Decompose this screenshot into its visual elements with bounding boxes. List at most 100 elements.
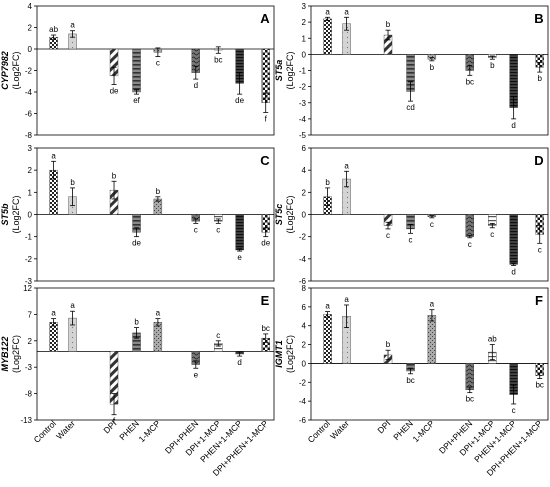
significance-letter: ab: [488, 335, 497, 344]
y-tick-label: 4: [302, 322, 307, 331]
x-category-label: DPI: [375, 418, 392, 435]
x-category-label: Water: [54, 418, 77, 441]
y-tick-label: -4: [299, 255, 307, 264]
y-tick-label: 0: [28, 45, 33, 54]
unit-label: (Log2FC): [11, 195, 21, 233]
y-tick-label: 2: [302, 341, 307, 350]
significance-letter: bc: [466, 395, 474, 404]
y-tick-label: 1: [302, 34, 307, 43]
significance-letter: c: [386, 231, 390, 240]
significance-letter: c: [216, 331, 220, 340]
significance-letter: d: [511, 121, 515, 130]
y-tick-label: 6: [302, 144, 307, 153]
significance-letter: de: [110, 86, 119, 95]
x-category-label: DPI: [101, 418, 118, 435]
y-tick-label: 8: [302, 284, 307, 293]
x-category-label: Control: [306, 418, 333, 445]
significance-letter: a: [51, 151, 56, 160]
panel-letter: F: [535, 293, 543, 308]
significance-letter: cd: [406, 103, 414, 112]
y-tick-label: -5: [299, 131, 307, 140]
bar-dpi-phen: [465, 363, 474, 391]
significance-letter: b: [386, 340, 391, 349]
y-tick-label: 7: [28, 310, 33, 319]
panel-letter: B: [534, 11, 543, 26]
y-tick-label: -6: [299, 416, 307, 425]
x-category-label: 1-MCP: [137, 418, 163, 444]
significance-letter: bc: [535, 381, 543, 390]
significance-letter: d: [194, 81, 198, 90]
y-tick-label: -13: [20, 416, 32, 425]
significance-letter: a: [70, 21, 75, 30]
significance-letter: ef: [133, 96, 140, 105]
significance-letter: c: [430, 220, 434, 229]
y-tick-label: -2: [25, 67, 33, 76]
significance-letter: a: [325, 302, 330, 311]
bar-control: [323, 18, 332, 55]
significance-letter: c: [216, 225, 220, 234]
bar-phen-1-mcp: [509, 214, 518, 265]
y-tick-label: 2: [302, 18, 307, 27]
significance-letter: d: [511, 267, 515, 276]
panel-letter: C: [260, 153, 270, 168]
significance-letter: a: [344, 7, 349, 16]
y-tick-label: 4: [28, 2, 33, 11]
panel-frame: [36, 287, 275, 421]
gene-name: MYB122: [0, 336, 10, 371]
x-category-label: 1-MCP: [411, 418, 437, 444]
y-tick-label: -2: [299, 83, 307, 92]
significance-letter: b: [537, 74, 542, 83]
unit-label: (Log2FC): [11, 51, 21, 89]
bar-dpi-phen: [465, 214, 474, 237]
y-tick-label: -2: [25, 255, 33, 264]
y-tick-label: 0: [302, 359, 307, 368]
y-tick-label: 2: [28, 337, 33, 346]
significance-letter: bc: [466, 77, 474, 86]
y-tick-label: -6: [299, 277, 307, 286]
significance-letter: a: [156, 309, 161, 318]
significance-letter: a: [51, 309, 56, 318]
significance-letter: a: [344, 295, 349, 304]
gene-name: IGMT1: [274, 340, 284, 368]
significance-letter: a: [430, 300, 435, 309]
y-tick-label: 0: [302, 211, 307, 220]
panel-e: -13 -8 -3 2 7 12 MYB122(Log2FC) Ea a f b a e c d bc: [0, 284, 275, 426]
significance-letter: b: [112, 171, 117, 180]
panel-frame: [310, 287, 549, 421]
y-tick-label: -8: [25, 131, 33, 140]
y-tick-label: -4: [299, 115, 307, 124]
significance-letter: b: [70, 178, 75, 187]
y-tick-label: 2: [28, 24, 33, 33]
y-tick-label: 6: [302, 303, 307, 312]
significance-letter: bc: [406, 376, 414, 385]
y-tick-label: -2: [299, 233, 307, 242]
significance-letter: c: [194, 225, 198, 234]
y-axis-label: IGMT1(Log2FC): [274, 335, 295, 373]
significance-letter: b: [156, 187, 161, 196]
panel-c: -3 -2 -1 0 1 2 3 ST5b(Log2FC) Ca b b de b c c e de: [0, 144, 275, 286]
significance-letter: de: [132, 239, 141, 248]
significance-letter: c: [512, 406, 516, 415]
significance-letter: e: [194, 370, 199, 379]
panel-letter: D: [534, 153, 543, 168]
y-tick-label: 12: [23, 284, 32, 293]
significance-letter: c: [490, 230, 494, 239]
y-tick-label: -3: [299, 99, 307, 108]
y-tick-label: -3: [25, 363, 33, 372]
significance-letter: bc: [261, 324, 269, 333]
x-category-label: Water: [328, 418, 351, 441]
bar-1-mcp: [427, 315, 437, 364]
significance-letter: e: [237, 253, 242, 262]
bar-phen: [132, 48, 141, 93]
y-tick-label: 0: [28, 211, 33, 220]
y-tick-label: -1: [299, 67, 307, 76]
gene-name: ST5c: [274, 204, 284, 226]
bar-phen-1-mcp: [235, 214, 244, 251]
y-axis-label: ST5c(Log2FC): [274, 195, 295, 233]
gene-name: CYP7982: [0, 51, 10, 90]
panel-letter: A: [260, 11, 270, 26]
significance-letter: c: [538, 245, 542, 254]
significance-letter: ab: [49, 25, 58, 34]
y-tick-label: 3: [28, 144, 33, 153]
